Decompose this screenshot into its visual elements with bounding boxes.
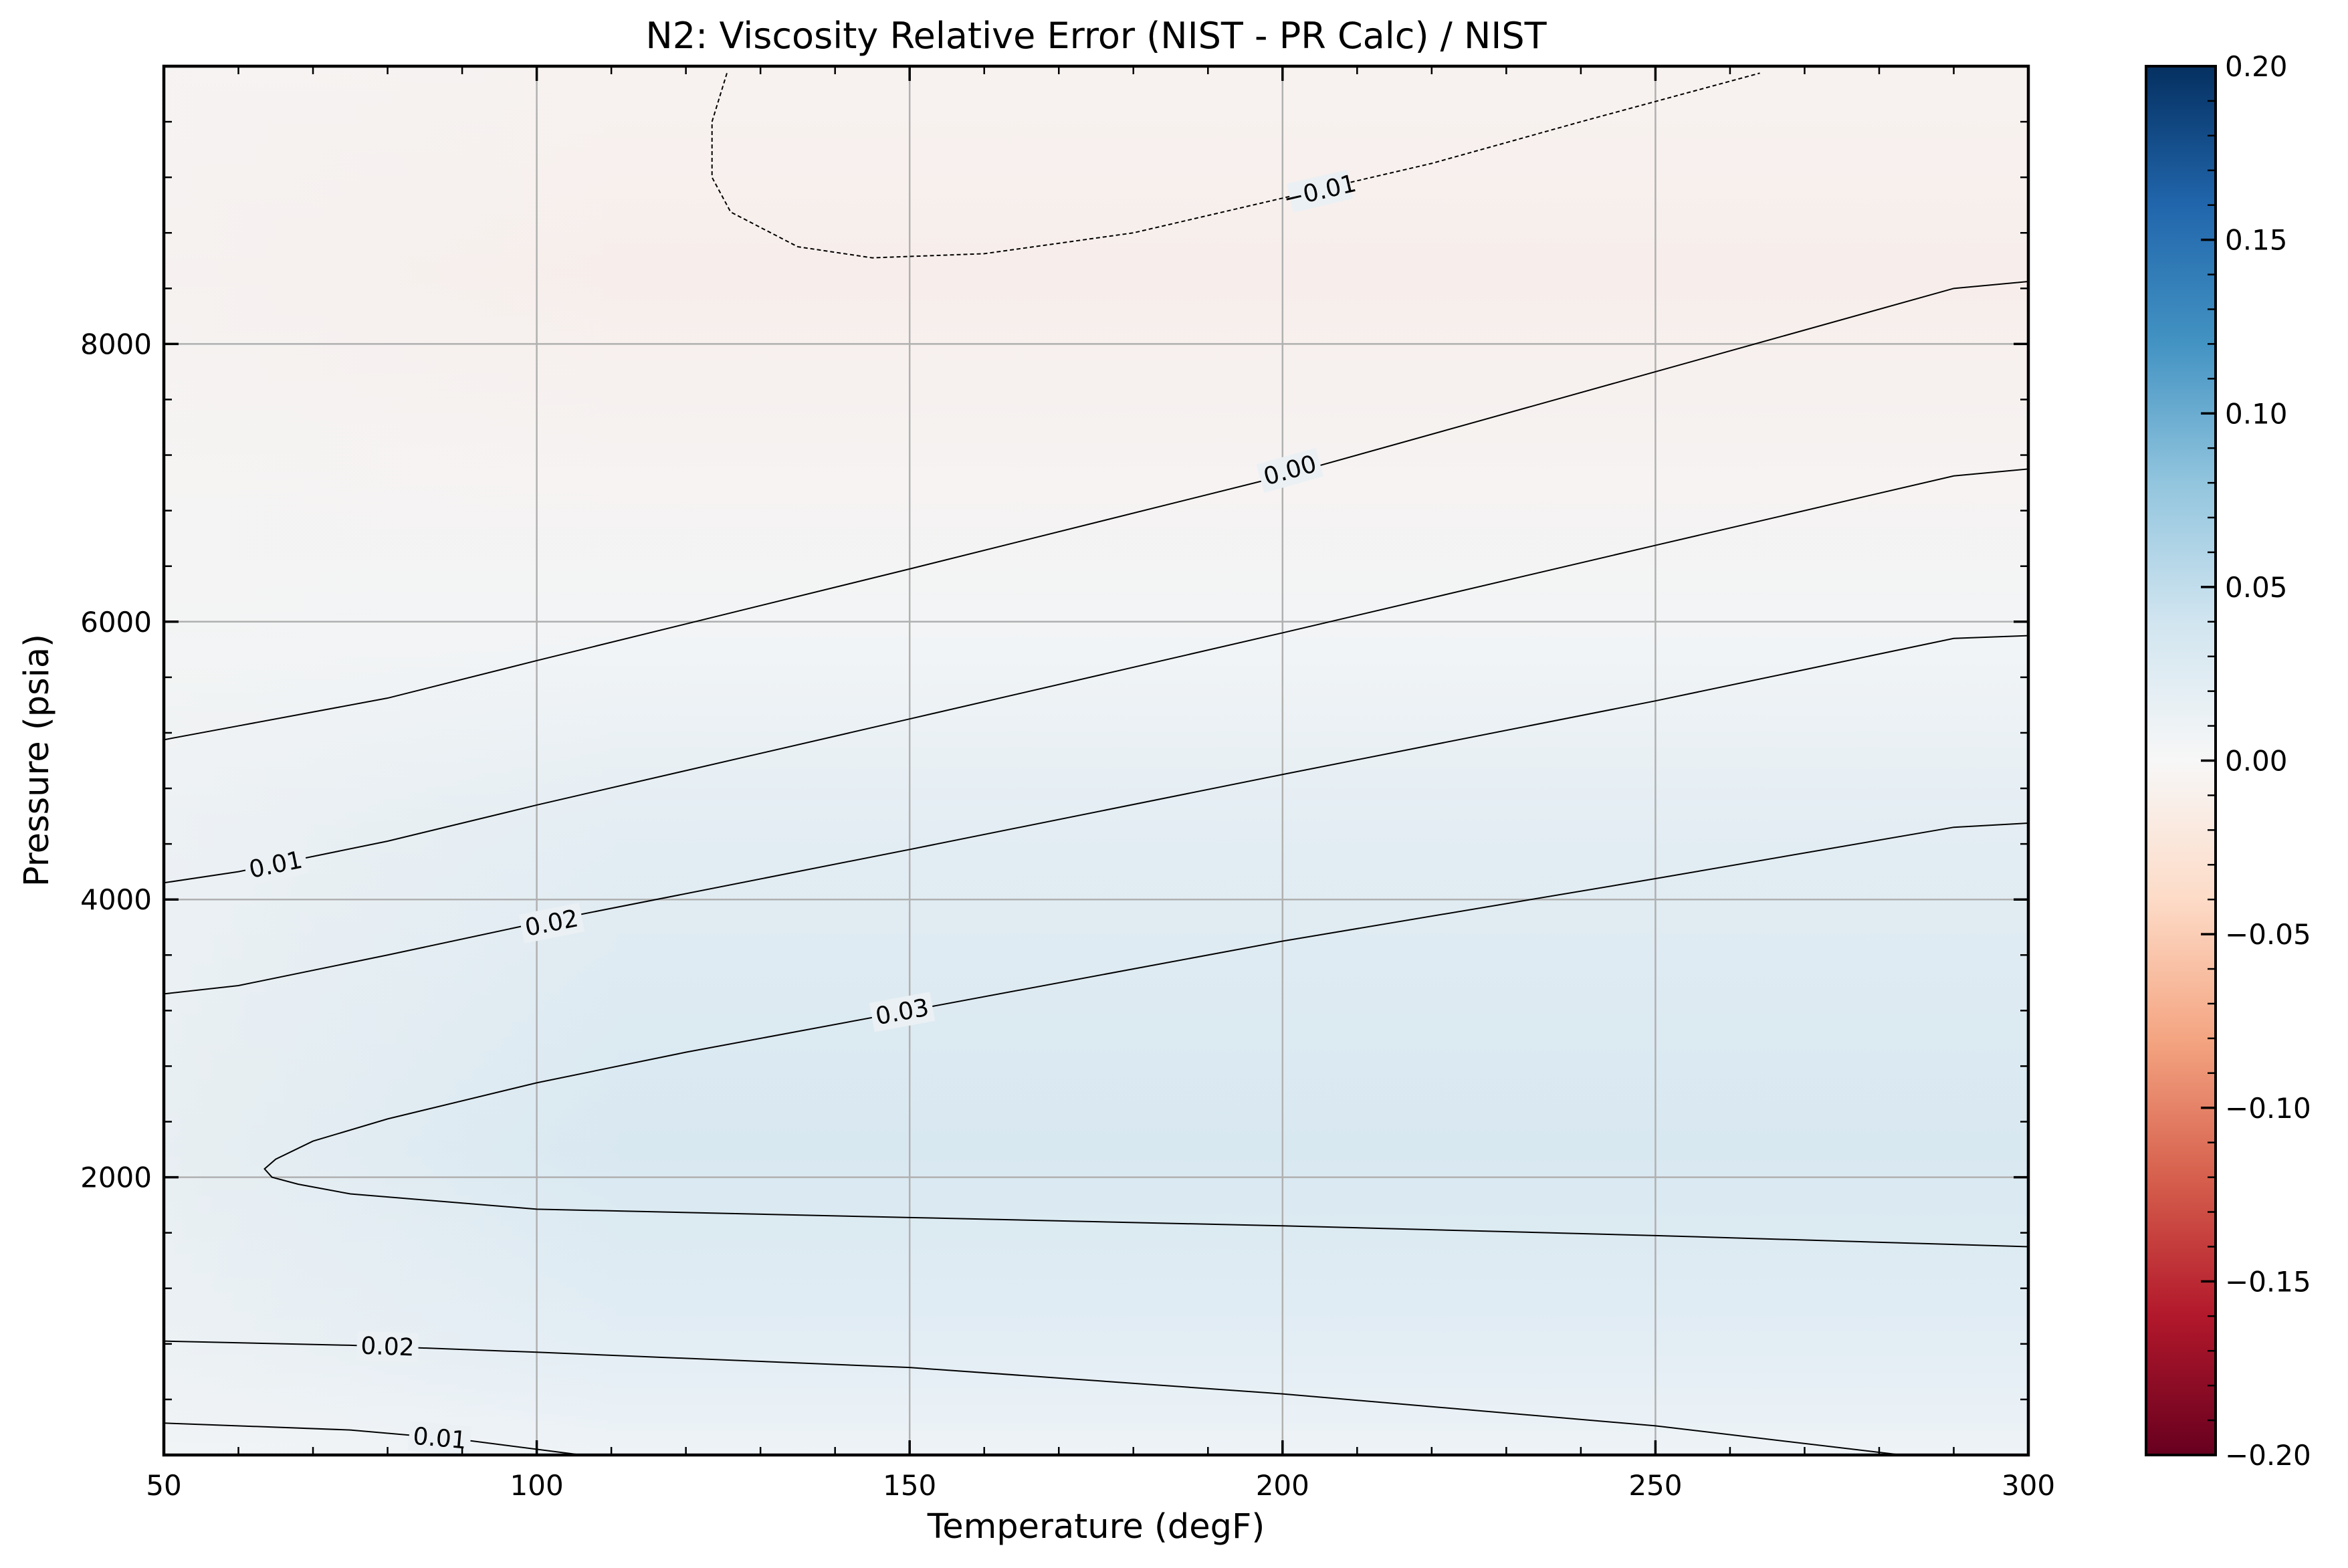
contour-label-bg — [1256, 447, 1324, 493]
y-tick-label: 8000 — [80, 328, 152, 360]
contour-line — [164, 1422, 582, 1455]
contour-label-bg — [242, 844, 309, 886]
colorbar-tick-label: 0.00 — [2225, 745, 2288, 778]
contour-label-bg — [1286, 170, 1354, 213]
contour-line — [164, 280, 2028, 741]
chart-title: N2: Viscosity Relative Error (NIST - PR … — [645, 15, 1547, 57]
contour-label-bg — [407, 1421, 472, 1456]
contour-label-bg — [518, 903, 585, 944]
contour-label-bg — [869, 992, 936, 1032]
x-tick-label: 250 — [1628, 1469, 1682, 1502]
contour-line — [263, 822, 2028, 1248]
colorbar-tick-label: −0.10 — [2225, 1092, 2311, 1125]
contour-labels: −0.010.000.010.020.030.020.01 — [242, 170, 1359, 1456]
contour-label-bg — [356, 1331, 419, 1363]
x-tick-label: 200 — [1256, 1469, 1309, 1502]
x-axis-ticks: 50 100 150 200 250 300 — [146, 66, 2055, 1502]
colorbar-tick-label: 0.20 — [2225, 50, 2288, 83]
x-tick-label: 300 — [2002, 1469, 2055, 1502]
colorbar-tick-label: −0.20 — [2225, 1439, 2311, 1472]
colorbar-tick-label: 0.05 — [2225, 571, 2288, 604]
colorbar-tick-label: −0.15 — [2225, 1265, 2311, 1298]
y-tick-label: 6000 — [80, 606, 152, 639]
colorbar-tick-label: −0.05 — [2225, 918, 2311, 951]
contour-line — [711, 72, 1760, 259]
x-axis-label: Temperature (degF) — [927, 1507, 1265, 1547]
y-axis-ticks: 2000 4000 6000 8000 — [80, 120, 2028, 1401]
x-tick-label: 150 — [883, 1469, 936, 1502]
y-tick-label: 4000 — [80, 883, 152, 916]
heatmap-field-shade — [164, 66, 2028, 1455]
colorbar-tick-label: 0.10 — [2225, 397, 2288, 430]
plot-frame — [162, 64, 2030, 1457]
contour-label: 0.01 — [412, 1423, 467, 1455]
y-axis-label: Pressure (psia) — [17, 634, 57, 887]
contour-line — [164, 635, 2028, 995]
colorbar-tick-label: 0.15 — [2225, 224, 2288, 257]
contour-line — [164, 1340, 1902, 1455]
x-tick-label: 50 — [146, 1469, 181, 1502]
colorbar-ticks: 0.20 0.15 0.10 0.05 0.00 −0.05 −0.10 −0.15 −0.20 — [2201, 50, 2311, 1472]
contour-label: 0.02 — [360, 1333, 415, 1362]
x-tick-label: 100 — [510, 1469, 564, 1502]
y-tick-label: 2000 — [80, 1161, 152, 1194]
